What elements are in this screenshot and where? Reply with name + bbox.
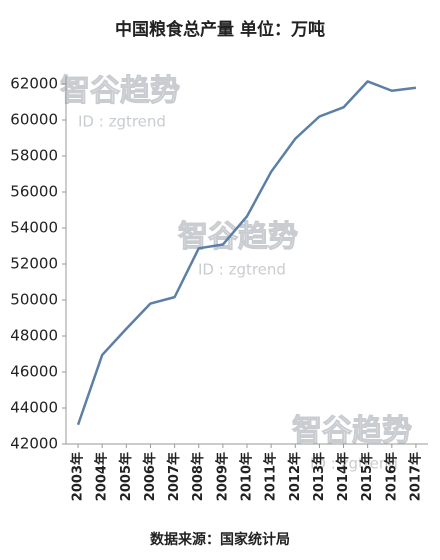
x-tick-label: 2007年 (166, 452, 182, 501)
watermark: ID : zgtrend (198, 261, 286, 279)
y-tick-label: 46000 (10, 363, 58, 381)
watermark: 智谷趋势 (60, 74, 180, 109)
y-tick-label: 62000 (10, 75, 58, 93)
x-tick-label: 2013年 (311, 452, 327, 501)
x-tick-label: 2005年 (118, 452, 134, 501)
x-tick-label: 2017年 (407, 452, 423, 501)
y-tick-label: 56000 (10, 183, 58, 201)
y-tick-label: 58000 (10, 147, 58, 165)
watermark: ID : zgtrend (78, 113, 166, 131)
x-tick-label: 2004年 (94, 452, 110, 501)
x-tick-label: 2006年 (142, 452, 158, 501)
watermark: 智谷趋势 (292, 414, 412, 449)
x-tick-label: 2014年 (335, 452, 351, 501)
line (76, 80, 417, 426)
x-tick-label: 2015年 (359, 452, 375, 501)
watermark: ID : zgtrend (310, 455, 398, 473)
x-tick-label: 2003年 (70, 452, 86, 501)
watermark: 智谷趋势 (178, 220, 298, 255)
y-tick-label: 42000 (10, 435, 58, 453)
y-tick-label: 50000 (10, 291, 58, 309)
x-tick-label: 2012年 (287, 452, 303, 501)
y-tick-label: 52000 (10, 255, 58, 273)
x-tick-label: 2016年 (383, 452, 399, 501)
x-tick-label: 2010年 (239, 452, 255, 501)
y-tick-label: 44000 (10, 399, 58, 417)
y-tick-label: 54000 (10, 219, 58, 237)
y-tick-label: 48000 (10, 327, 58, 345)
x-tick-label: 2008年 (190, 452, 206, 501)
y-tick-label: 60000 (10, 111, 58, 129)
chart-title: 中国粮食总产量 单位：万吨 (115, 19, 325, 40)
x-tick-label: 2011年 (263, 452, 279, 501)
source: 数据来源：国家统计局 (150, 531, 290, 548)
x-tick-label: 2009年 (214, 452, 230, 501)
